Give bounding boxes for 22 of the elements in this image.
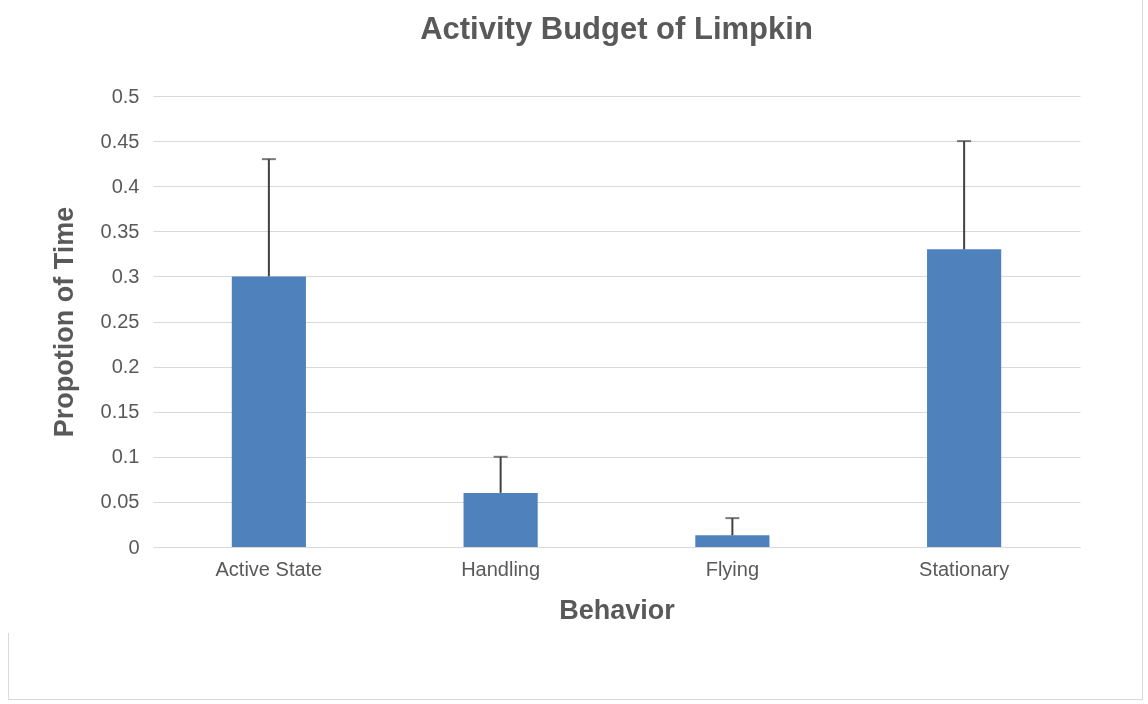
y-tick-label: 0 [128, 535, 140, 558]
y-tick-label: 0.35 [100, 219, 140, 242]
x-tick-label: Active State [215, 557, 323, 580]
x-tick-label: Flying [705, 557, 760, 580]
bar [463, 492, 538, 547]
x-tick-label: Stationary [919, 557, 1010, 580]
x-axis-title: Behavior [559, 594, 676, 625]
y-tick-label: 0.25 [100, 310, 140, 332]
y-axis-title: Propotion of Time [48, 206, 79, 438]
y-tick-label: 0.4 [111, 174, 140, 197]
bar [695, 535, 770, 547]
chart-title: Activity Budget of Limpkin [420, 11, 813, 46]
y-tick-label: 0.5 [111, 84, 140, 107]
y-tick-label: 0.05 [100, 490, 140, 513]
bar [927, 249, 1002, 547]
y-tick-label: 0.1 [111, 445, 140, 468]
bar [231, 276, 306, 547]
y-tick-label: 0.2 [111, 355, 140, 378]
y-tick-label: 0.3 [111, 264, 140, 287]
y-tick-label: 0.45 [100, 129, 140, 152]
y-tick-label: 0.15 [100, 400, 140, 423]
x-tick-label: Handling [461, 557, 541, 580]
